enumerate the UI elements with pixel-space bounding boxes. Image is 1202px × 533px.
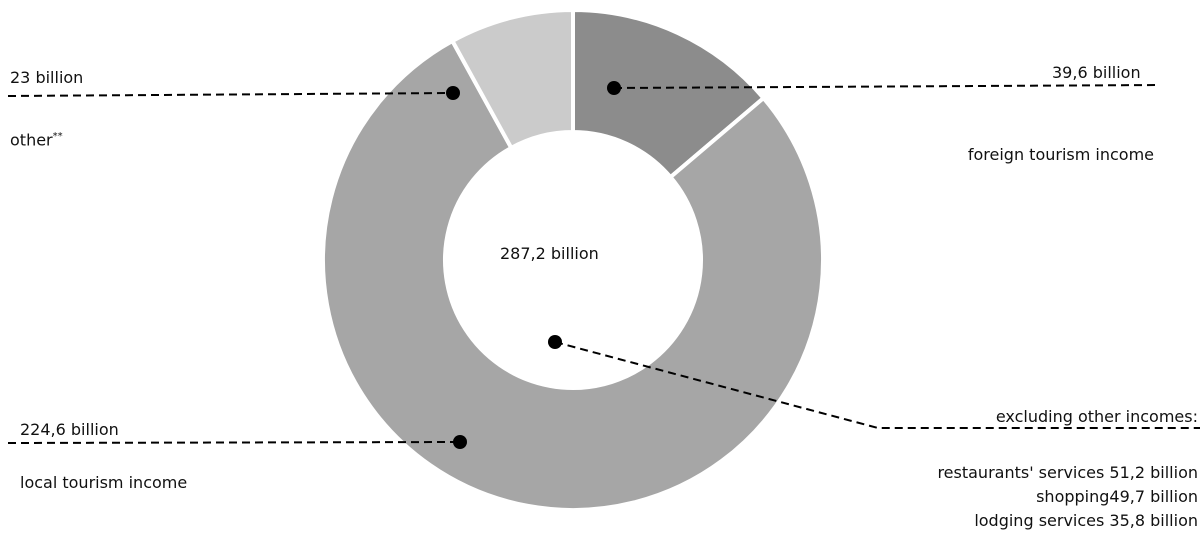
other-value-label: 23 billion	[10, 68, 84, 87]
center-total-label: 287,2 billion	[500, 244, 599, 263]
slice-foreign-tourism-income	[571, 7, 767, 180]
breakdown-item: lodging services 35,8 billion	[974, 511, 1198, 530]
slice-other	[449, 7, 575, 151]
other-footnote-mark: **	[52, 131, 63, 142]
leader-foreign	[613, 84, 1161, 89]
breakdown-title: excluding other incomes:	[995, 407, 1198, 426]
leader-foreign-dot	[607, 81, 621, 95]
local-value-label: 224,6 billion	[20, 420, 119, 439]
foreign-value-label: 39,6 billion	[1052, 63, 1141, 82]
leader-local-dot	[453, 435, 467, 449]
leader-breakdown	[554, 341, 1200, 429]
leader-other	[7, 92, 454, 97]
leader-other-dot	[446, 86, 460, 100]
leader-breakdown-dot	[548, 335, 562, 349]
leader-local	[7, 441, 461, 444]
foreign-name-label: foreign tourism income	[967, 145, 1154, 164]
donut-slices	[321, 7, 825, 512]
breakdown-item: shopping49,7 billion	[1036, 487, 1198, 506]
breakdown-item: restaurants' services 51,2 billion	[937, 463, 1198, 482]
local-name-label: local tourism income	[20, 473, 188, 492]
other-name-label: other**	[10, 130, 63, 150]
slice-local-tourism-income	[321, 38, 825, 512]
leader-lines	[7, 81, 1200, 449]
